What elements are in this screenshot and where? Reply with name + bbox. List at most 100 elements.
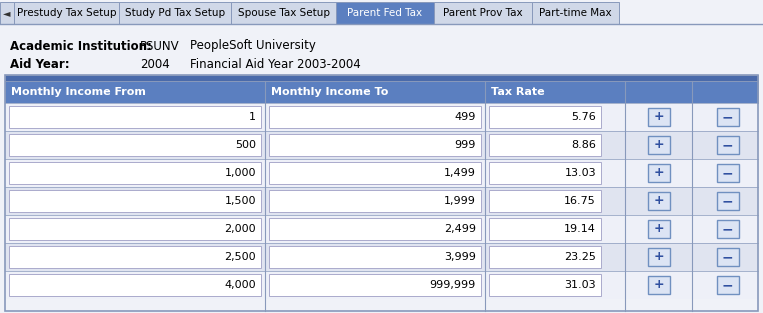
Bar bbox=[5, 243, 758, 271]
Text: Aid Year:: Aid Year: bbox=[10, 59, 69, 71]
Bar bbox=[489, 218, 601, 240]
Text: −: − bbox=[722, 138, 733, 152]
Text: 19.14: 19.14 bbox=[564, 224, 596, 234]
Text: PeopleSoft University: PeopleSoft University bbox=[190, 39, 316, 53]
Bar bbox=[648, 108, 669, 126]
Text: Parent Fed Tax: Parent Fed Tax bbox=[347, 8, 423, 18]
Bar bbox=[5, 131, 758, 159]
Bar bbox=[9, 134, 261, 156]
Text: 1,499: 1,499 bbox=[444, 168, 476, 178]
Bar bbox=[489, 106, 601, 128]
Text: Financial Aid Year 2003-2004: Financial Aid Year 2003-2004 bbox=[190, 59, 361, 71]
Bar bbox=[269, 134, 481, 156]
Text: 2,499: 2,499 bbox=[444, 224, 476, 234]
Text: 499: 499 bbox=[455, 112, 476, 122]
Text: Part-time Max: Part-time Max bbox=[539, 8, 612, 18]
Text: 3,999: 3,999 bbox=[444, 252, 476, 262]
Text: Parent Prov Tax: Parent Prov Tax bbox=[443, 8, 523, 18]
Bar bbox=[119, 2, 231, 24]
Bar bbox=[648, 164, 669, 182]
Text: 2004: 2004 bbox=[140, 59, 169, 71]
Text: −: − bbox=[722, 250, 733, 264]
Text: +: + bbox=[653, 167, 664, 179]
Bar bbox=[9, 246, 261, 268]
Text: +: + bbox=[653, 194, 664, 208]
Text: 4,000: 4,000 bbox=[224, 280, 256, 290]
Text: 16.75: 16.75 bbox=[565, 196, 596, 206]
Text: +: + bbox=[653, 250, 664, 264]
Bar bbox=[231, 2, 336, 24]
Text: +: + bbox=[653, 138, 664, 151]
Bar bbox=[716, 248, 739, 266]
Bar bbox=[269, 218, 481, 240]
Bar bbox=[9, 106, 261, 128]
Bar bbox=[5, 103, 758, 131]
Bar bbox=[716, 136, 739, 154]
Bar bbox=[5, 187, 758, 215]
Text: Spouse Tax Setup: Spouse Tax Setup bbox=[237, 8, 330, 18]
Bar bbox=[5, 81, 758, 103]
Bar bbox=[9, 162, 261, 184]
Text: 13.03: 13.03 bbox=[565, 168, 596, 178]
Text: 500: 500 bbox=[235, 140, 256, 150]
Bar bbox=[489, 162, 601, 184]
Text: Monthly Income To: Monthly Income To bbox=[271, 87, 388, 97]
Text: 23.25: 23.25 bbox=[564, 252, 596, 262]
Text: 2,500: 2,500 bbox=[224, 252, 256, 262]
Bar bbox=[434, 2, 532, 24]
Text: 1,999: 1,999 bbox=[444, 196, 476, 206]
Bar bbox=[5, 75, 758, 311]
Bar bbox=[14, 2, 119, 24]
Text: +: + bbox=[653, 110, 664, 124]
Text: 1,000: 1,000 bbox=[224, 168, 256, 178]
Text: Monthly Income From: Monthly Income From bbox=[11, 87, 146, 97]
Bar bbox=[716, 276, 739, 294]
Bar bbox=[716, 108, 739, 126]
Text: −: − bbox=[722, 222, 733, 236]
Bar bbox=[9, 190, 261, 212]
Text: Academic Institution:: Academic Institution: bbox=[10, 39, 152, 53]
Bar bbox=[9, 218, 261, 240]
Bar bbox=[5, 75, 758, 81]
Text: 999: 999 bbox=[455, 140, 476, 150]
Bar bbox=[532, 2, 619, 24]
Bar bbox=[489, 246, 601, 268]
Text: ◄: ◄ bbox=[3, 8, 11, 18]
Bar bbox=[648, 276, 669, 294]
Bar bbox=[489, 134, 601, 156]
Text: Study Pd Tax Setup: Study Pd Tax Setup bbox=[125, 8, 225, 18]
Text: −: − bbox=[722, 194, 733, 208]
Bar bbox=[9, 274, 261, 296]
Bar bbox=[269, 106, 481, 128]
Bar bbox=[716, 192, 739, 210]
Bar bbox=[648, 136, 669, 154]
Text: +: + bbox=[653, 279, 664, 291]
Text: +: + bbox=[653, 223, 664, 235]
Bar bbox=[336, 2, 434, 24]
Text: 999,999: 999,999 bbox=[430, 280, 476, 290]
Bar bbox=[5, 215, 758, 243]
Bar bbox=[648, 248, 669, 266]
Bar bbox=[716, 164, 739, 182]
Bar bbox=[269, 162, 481, 184]
Bar bbox=[489, 274, 601, 296]
Text: −: − bbox=[722, 278, 733, 292]
Text: 2,000: 2,000 bbox=[224, 224, 256, 234]
Bar bbox=[648, 192, 669, 210]
Bar bbox=[5, 271, 758, 299]
Text: Tax Rate: Tax Rate bbox=[491, 87, 545, 97]
Bar bbox=[269, 190, 481, 212]
Text: PSUNV: PSUNV bbox=[140, 39, 179, 53]
Text: 31.03: 31.03 bbox=[565, 280, 596, 290]
Text: −: − bbox=[722, 166, 733, 180]
Bar bbox=[0, 2, 14, 24]
Bar bbox=[489, 190, 601, 212]
Bar bbox=[269, 274, 481, 296]
Bar bbox=[716, 220, 739, 238]
Text: Prestudy Tax Setup: Prestudy Tax Setup bbox=[17, 8, 116, 18]
Bar bbox=[269, 246, 481, 268]
Text: 8.86: 8.86 bbox=[571, 140, 596, 150]
Bar bbox=[5, 159, 758, 187]
Text: 1,500: 1,500 bbox=[224, 196, 256, 206]
Text: −: − bbox=[722, 110, 733, 124]
